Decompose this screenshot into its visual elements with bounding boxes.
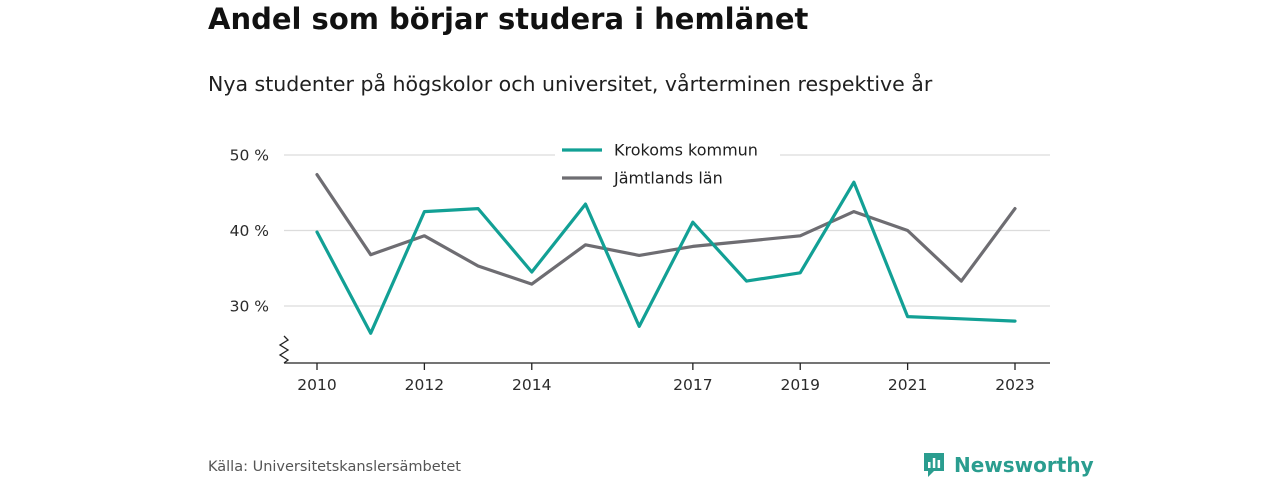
y-tick-label: 30 % — [230, 298, 269, 316]
series-line-2 — [315, 173, 1017, 286]
brand-name: Newsworthy — [954, 452, 1094, 477]
x-axis: 2010 2012 2014 2017 2019 2021 2023 — [278, 335, 1050, 394]
legend-label-1: Krokoms kommun — [614, 141, 758, 160]
brand-logo: Newsworthy — [922, 451, 1094, 478]
x-tick-label: 2017 — [673, 376, 712, 394]
legend-label-2: Jämtlands län — [613, 169, 723, 188]
newsworthy-logo-icon — [924, 453, 944, 477]
x-tick-label: 2023 — [995, 376, 1034, 394]
x-tick-label: 2012 — [405, 376, 444, 394]
y-tick-label: 40 % — [230, 222, 269, 240]
source-note: Källa: Universitetskanslersämbetet — [208, 459, 461, 475]
x-tick-label: 2019 — [781, 376, 820, 394]
x-tick-label: 2021 — [888, 376, 927, 394]
data-series — [315, 173, 1017, 335]
axis-break-icon — [278, 335, 290, 364]
legend-background — [555, 137, 780, 192]
chart-subtitle: Nya studenter på högskolor och universit… — [208, 72, 933, 96]
x-tick-label: 2014 — [512, 376, 551, 394]
y-tick-label: 50 % — [230, 147, 269, 165]
x-tick-label: 2010 — [297, 376, 336, 394]
chart-title: Andel som börjar studera i hemlänet — [208, 2, 809, 36]
series-line-1 — [315, 180, 1017, 335]
legend: Krokoms kommun Jämtlands län — [555, 137, 780, 192]
